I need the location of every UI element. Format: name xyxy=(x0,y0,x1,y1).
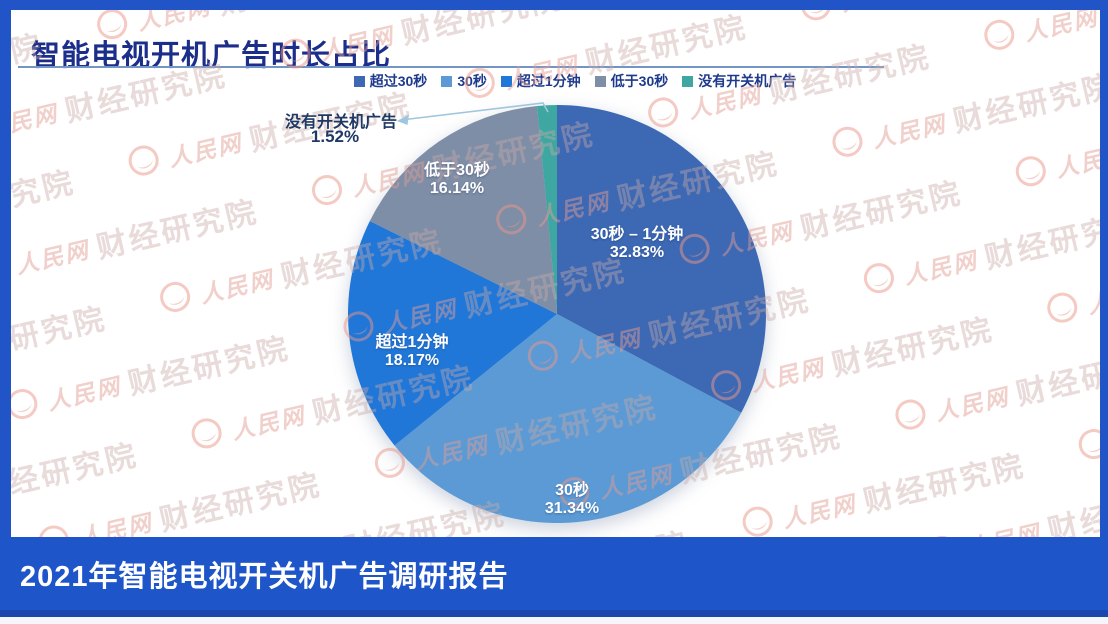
pie-slice-2[interactable] xyxy=(348,220,557,446)
footer-bottom-strip xyxy=(0,617,1108,624)
footer-accent-band xyxy=(0,610,1108,617)
pie-slice-3[interactable] xyxy=(369,105,557,314)
callout-label: 没有开关机广告 xyxy=(284,114,397,131)
slice-label-0: 30秒 – 1分钟 xyxy=(591,224,684,243)
title-underline xyxy=(18,66,884,68)
legend-swatch-3 xyxy=(594,76,606,87)
pie-slice-0[interactable] xyxy=(557,105,766,413)
legend-swatch-0 xyxy=(353,76,365,87)
legend-swatch-2 xyxy=(500,76,512,87)
slice-label-2: 超过1分钟 xyxy=(375,332,449,351)
legend-label-4: 没有开关机广告 xyxy=(698,73,797,89)
callout-arrow xyxy=(397,102,549,125)
legend-item-0[interactable]: 超过30秒 xyxy=(353,71,428,91)
slice-percent-2: 18.17% xyxy=(385,352,439,369)
slice-percent-3: 16.14% xyxy=(430,180,484,197)
legend-label-2: 超过1分钟 xyxy=(516,73,581,89)
legend-label-3: 低于30秒 xyxy=(610,73,669,89)
pie-slice-1[interactable] xyxy=(394,314,742,523)
callout-percent: 1.52% xyxy=(310,127,360,146)
slice-percent-1: 31.34% xyxy=(545,500,599,517)
legend-swatch-1 xyxy=(441,76,453,87)
slice-percent-0: 32.83% xyxy=(610,244,664,261)
slice-label-3: 低于30秒 xyxy=(423,160,490,179)
slice-label-1: 30秒 xyxy=(555,480,589,499)
legend-item-3[interactable]: 低于30秒 xyxy=(594,71,669,91)
pie-slice-4[interactable] xyxy=(537,105,557,314)
legend-label-0: 超过30秒 xyxy=(369,73,428,89)
legend-item-2[interactable]: 超过1分钟 xyxy=(500,71,581,91)
footer-bar: 2021年智能电视开关机广告调研报告 xyxy=(0,537,1108,610)
legend-item-4[interactable]: 没有开关机广告 xyxy=(682,71,796,91)
legend-swatch-4 xyxy=(682,76,694,87)
footer-title: 2021年智能电视开关机广告调研报告 xyxy=(20,560,509,593)
